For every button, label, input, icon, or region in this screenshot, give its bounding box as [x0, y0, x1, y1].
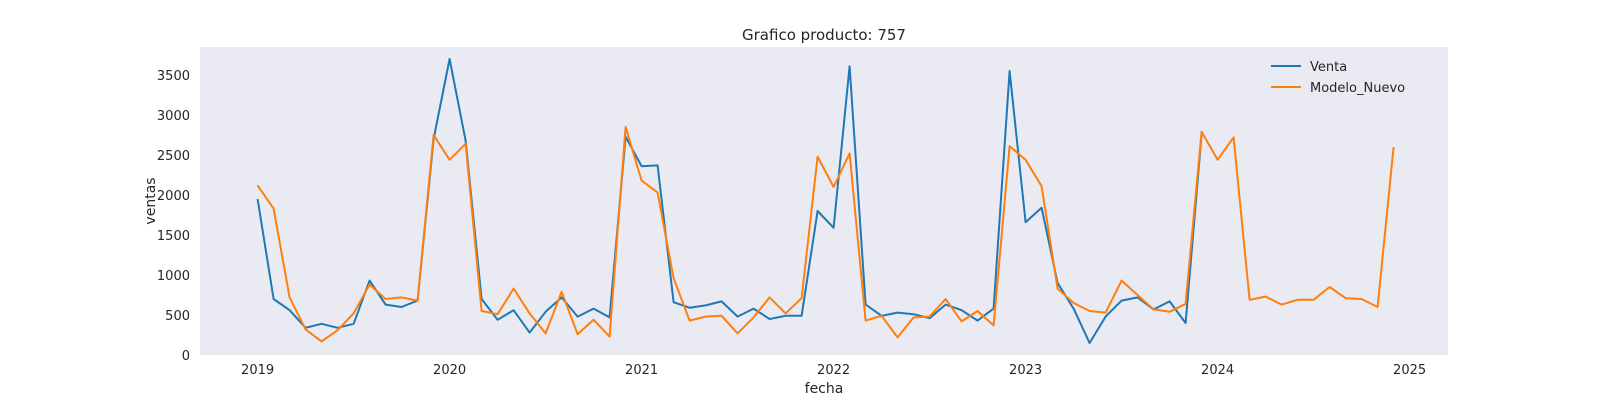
x-axis-label: fecha — [805, 381, 844, 397]
x-tick-label: 2021 — [625, 363, 658, 378]
x-tick-label: 2024 — [1201, 363, 1234, 378]
x-tick-label: 2019 — [241, 363, 274, 378]
y-tick-label: 2000 — [157, 189, 190, 204]
x-tick-label: 2020 — [433, 363, 466, 378]
plot-area — [200, 47, 1448, 355]
y-tick-label: 3000 — [157, 109, 190, 124]
x-tick-label: 2025 — [1393, 363, 1426, 378]
legend-label: Modelo_Nuevo — [1310, 81, 1405, 96]
y-tick-label: 1500 — [157, 229, 190, 244]
y-axis-label: ventas — [143, 177, 159, 224]
x-tick-label: 2022 — [817, 363, 850, 378]
x-tick-label: 2023 — [1009, 363, 1042, 378]
chart-title: Grafico producto: 757 — [742, 26, 906, 44]
y-tick-label: 3500 — [157, 69, 190, 84]
y-tick-label: 0 — [182, 349, 190, 364]
legend: Venta Modelo_Nuevo — [1271, 60, 1405, 96]
series-line — [256, 126, 1395, 343]
series-layer — [256, 58, 1395, 344]
y-tick-label: 500 — [165, 309, 190, 324]
y-axis-ticks: 0 500 1000 1500 2000 2500 3000 3500 — [157, 69, 190, 364]
y-tick-label: 1000 — [157, 269, 190, 284]
y-tick-label: 2500 — [157, 149, 190, 164]
legend-label: Venta — [1310, 60, 1347, 75]
x-axis-ticks: 2019 2020 2021 2022 2023 2024 2025 — [241, 363, 1426, 378]
series-line — [256, 58, 1203, 344]
